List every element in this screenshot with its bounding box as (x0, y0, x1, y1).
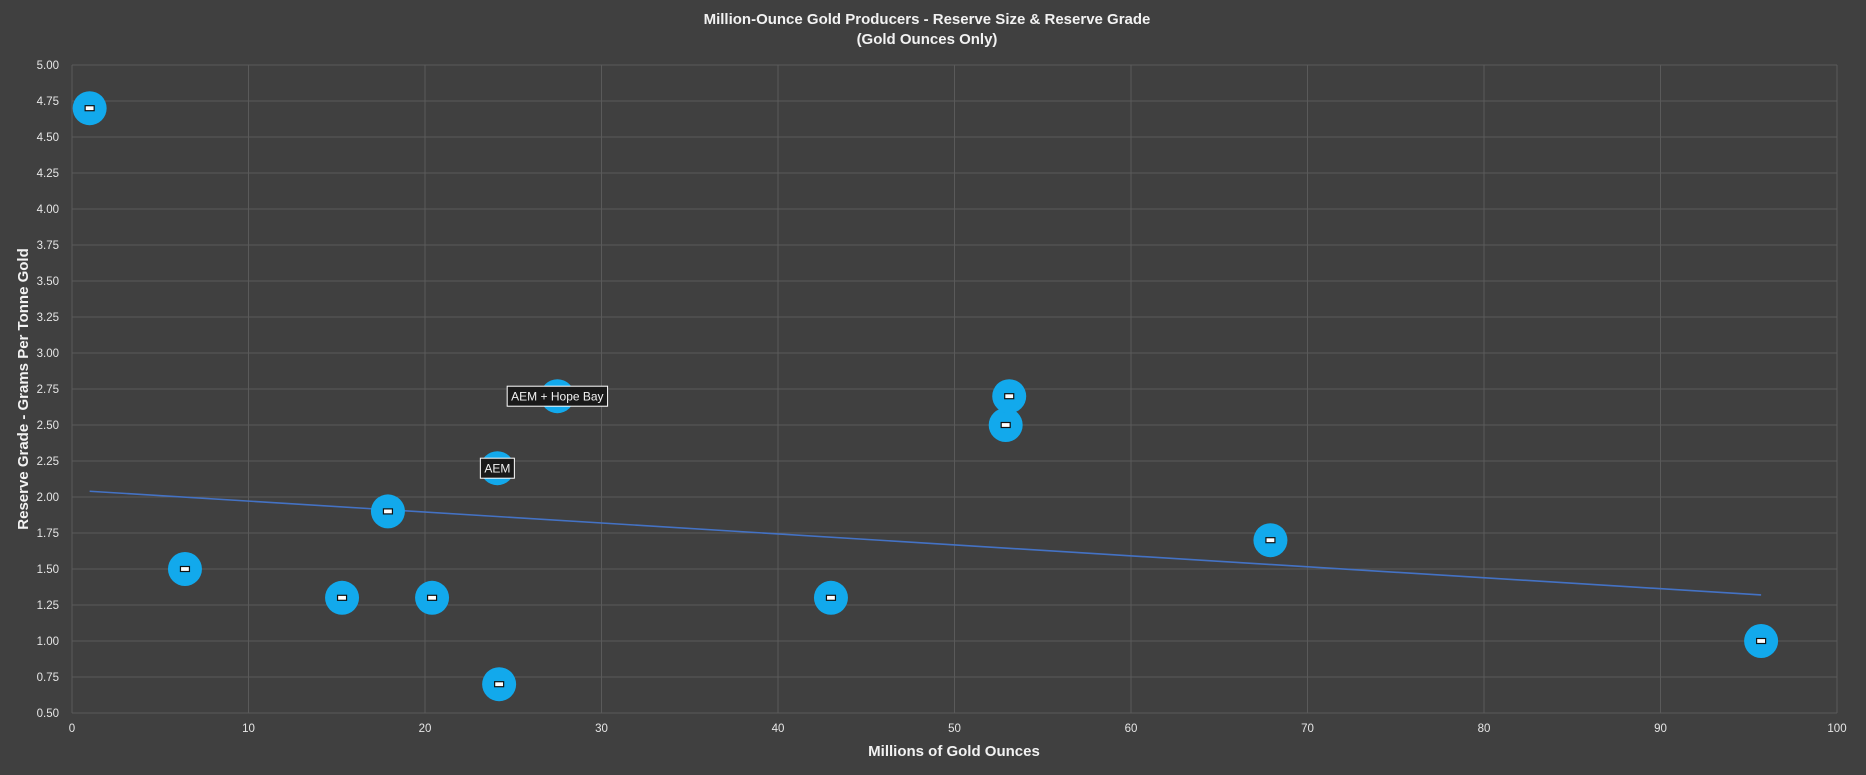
x-tick-label: 10 (242, 723, 255, 735)
y-tick-label: 2.00 (37, 492, 59, 504)
y-tick-label: 4.25 (37, 168, 59, 180)
x-tick-label: 30 (595, 723, 608, 735)
y-tick-label: 5.00 (37, 60, 59, 72)
y-tick-label: 4.75 (37, 96, 59, 108)
y-tick-label: 3.75 (37, 240, 59, 252)
y-tick-label: 1.00 (37, 636, 59, 648)
y-axis-title: Reserve Grade - Grams Per Tonne Gold (15, 248, 32, 529)
y-tick-label: 3.25 (37, 312, 59, 324)
y-tick-label: 4.50 (37, 132, 59, 144)
chart-subtitle: (Gold Ounces Only) (857, 31, 998, 48)
grid (71, 64, 1838, 714)
x-tick-label: 90 (1654, 723, 1667, 735)
svg-text:AEM: AEM (484, 462, 510, 476)
y-tick-label: 2.25 (37, 456, 59, 468)
data-point (482, 667, 517, 702)
x-tick-label: 80 (1478, 723, 1491, 735)
x-tick-label: 70 (1301, 723, 1314, 735)
y-tick-label: 4.00 (37, 204, 59, 216)
data-point (415, 580, 450, 615)
y-tick-label: 1.50 (37, 564, 59, 576)
y-tick-label: 1.75 (37, 528, 59, 540)
x-tick-label: 40 (772, 723, 785, 735)
annotations: AEM AEM + Hope Bay (479, 385, 609, 479)
data-point (992, 379, 1027, 414)
y-tick-label: 3.50 (37, 276, 59, 288)
y-tick-label: 0.75 (37, 672, 59, 684)
x-tick-label: 50 (948, 723, 961, 735)
data-points (72, 91, 1779, 702)
x-axis-title: Millions of Gold Ounces (868, 743, 1040, 760)
x-tick-label: 100 (1827, 723, 1846, 735)
trendline (89, 490, 1762, 596)
annotation-label: AEM + Hope Bay (506, 385, 609, 407)
y-tick-label: 1.25 (37, 600, 59, 612)
data-point (370, 494, 405, 529)
data-point (988, 408, 1023, 442)
data-point (1253, 523, 1288, 558)
data-point (167, 552, 202, 586)
y-tick-label: 2.50 (37, 420, 59, 432)
y-tick-labels: 0.50 0.75 1.00 1.25 1.50 1.75 2.00 2.25 2.50 2.75… (37, 60, 59, 720)
data-point (72, 91, 107, 126)
y-tick-label: 3.00 (37, 348, 59, 360)
y-tick-label: 2.75 (37, 384, 59, 396)
chart-title: Million-Ounce Gold Producers - Reserve S… (704, 11, 1151, 28)
x-tick-label: 60 (1125, 723, 1138, 735)
x-tick-label: 20 (419, 723, 432, 735)
annotation-label: AEM (479, 457, 515, 479)
svg-text:AEM + Hope Bay: AEM + Hope Bay (511, 390, 603, 404)
x-tick-labels: 0 10 20 30 40 50 60 70 80 90 100 (69, 723, 1847, 735)
data-point (813, 580, 848, 615)
data-point (1744, 624, 1779, 658)
y-tick-label: 0.50 (37, 708, 59, 720)
data-point (325, 580, 360, 615)
x-tick-label: 0 (69, 723, 75, 735)
